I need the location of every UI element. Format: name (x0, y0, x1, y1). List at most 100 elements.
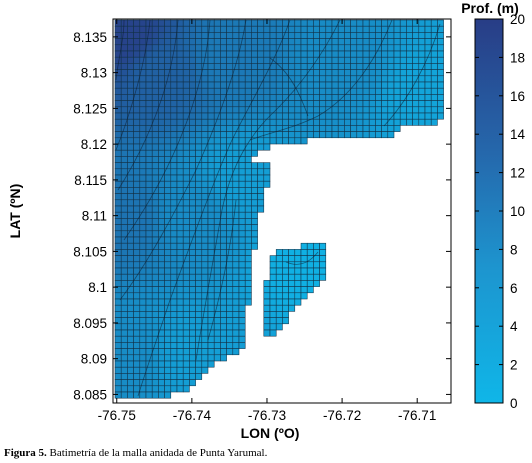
mesh-cell (251, 63, 258, 70)
mesh-cell (120, 149, 128, 157)
mesh-cell (151, 56, 159, 64)
mesh-cell (164, 211, 172, 219)
mesh-cell (282, 100, 289, 108)
mesh-cell (257, 205, 265, 213)
mesh-cell (244, 187, 252, 194)
mesh-cell (114, 311, 122, 318)
mesh-cell (325, 75, 333, 83)
mesh-cell (158, 391, 165, 399)
mesh-cell (362, 75, 370, 83)
mesh-cell (114, 304, 122, 312)
mesh-cell (244, 174, 252, 182)
mesh-cell (176, 255, 184, 263)
mesh-cell (375, 56, 382, 64)
mesh-cell (232, 280, 240, 287)
mesh-cell (282, 249, 289, 256)
mesh-cell (182, 342, 190, 349)
mesh-cell (120, 81, 128, 89)
mesh-cell (151, 292, 159, 300)
figure-caption: Figura 5. Batimetría de la malla anidada… (4, 446, 528, 460)
mesh-cell (213, 69, 221, 77)
mesh-cell (114, 32, 122, 39)
mesh-cell (189, 267, 196, 275)
mesh-cell (244, 255, 252, 263)
mesh-cell (195, 131, 203, 139)
mesh-cell (139, 44, 147, 52)
mesh-cell (207, 242, 215, 250)
mesh-cell (412, 56, 420, 64)
mesh-cell (282, 286, 289, 294)
mesh-cell (424, 94, 432, 101)
mesh-cell (263, 94, 271, 101)
mesh-cell (201, 193, 209, 201)
mesh-cell (257, 94, 265, 101)
mesh-cell (437, 63, 444, 70)
mesh-cell (207, 143, 215, 151)
mesh-cell (313, 81, 320, 89)
mesh-cell (133, 118, 141, 126)
mesh-cell (244, 112, 252, 120)
mesh-cell (368, 112, 376, 120)
mesh-cell (201, 87, 209, 95)
mesh-cell (412, 63, 420, 70)
mesh-cell (120, 255, 128, 263)
mesh-cell (282, 273, 289, 281)
mesh-cell (195, 205, 203, 213)
mesh-cell (207, 69, 215, 77)
mesh-cell (232, 118, 240, 126)
mesh-cell (164, 379, 172, 387)
mesh-cell (294, 106, 302, 114)
mesh-cell (133, 19, 141, 27)
mesh-cell (176, 249, 184, 256)
mesh-cell (375, 32, 382, 39)
mesh-cell (232, 242, 240, 250)
caption-label: Figura 5. (4, 447, 47, 459)
mesh-cell (362, 38, 370, 46)
mesh-cell (176, 230, 184, 238)
mesh-cell (244, 298, 252, 306)
mesh-cell (313, 19, 320, 27)
mesh-cell (151, 261, 159, 269)
mesh-cell (164, 118, 172, 126)
mesh-cell (356, 87, 364, 95)
mesh-cell (145, 317, 153, 325)
mesh-cell (127, 38, 134, 46)
mesh-cell (350, 94, 358, 101)
mesh-cell (257, 50, 265, 58)
mesh-cell (344, 38, 351, 46)
mesh-cell (201, 273, 209, 281)
mesh-cell (164, 44, 172, 52)
mesh-cell (176, 335, 184, 343)
mesh-cell (182, 385, 190, 393)
mesh-cell (288, 50, 296, 58)
mesh-cell (418, 118, 426, 126)
mesh-cell (133, 50, 141, 58)
mesh-cell (406, 56, 413, 64)
mesh-cell (381, 56, 389, 64)
mesh-cell (220, 174, 227, 182)
mesh-cell (251, 106, 258, 114)
mesh-cell (139, 199, 147, 207)
mesh-cell (127, 366, 134, 374)
mesh-cell (139, 19, 147, 27)
mesh-cell (226, 261, 234, 269)
mesh-cell (176, 342, 184, 349)
mesh-cell (288, 261, 296, 269)
mesh-cell (418, 50, 426, 58)
mesh-cell (182, 379, 190, 387)
mesh-cell (145, 280, 153, 287)
mesh-cell (220, 342, 227, 349)
mesh-cell (220, 44, 227, 52)
mesh-cell (337, 94, 345, 101)
mesh-cell (313, 106, 320, 114)
mesh-cell (319, 131, 327, 139)
mesh-cell (195, 69, 203, 77)
mesh-cell (133, 25, 141, 33)
mesh-cell (412, 25, 420, 33)
mesh-cell (306, 19, 314, 27)
mesh-cell (195, 25, 203, 33)
mesh-cell (375, 125, 382, 132)
mesh-cell (313, 280, 320, 287)
mesh-cell (176, 75, 184, 83)
